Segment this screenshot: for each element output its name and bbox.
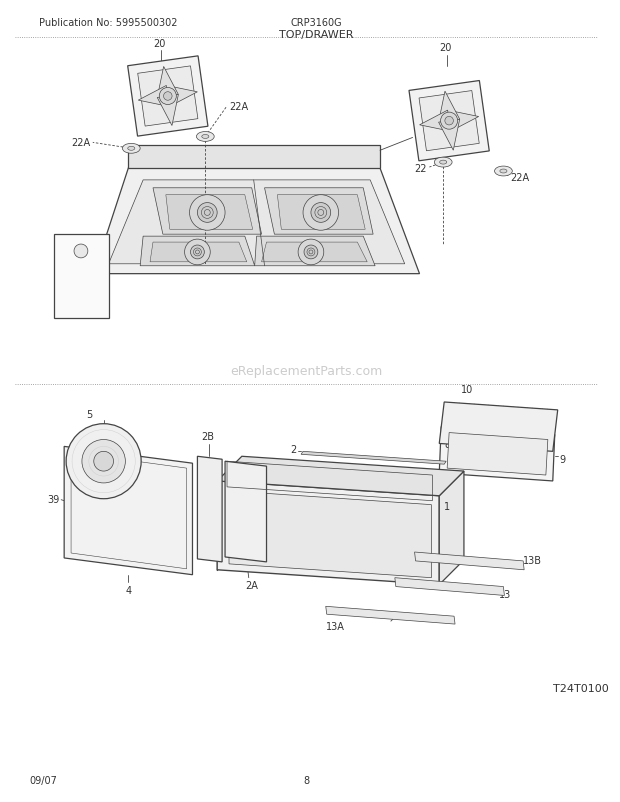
Circle shape	[197, 204, 217, 223]
Ellipse shape	[435, 158, 452, 168]
Text: 88: 88	[64, 240, 76, 249]
Text: 85: 85	[444, 439, 456, 450]
Polygon shape	[128, 146, 380, 169]
Text: 2A: 2A	[246, 580, 258, 590]
Circle shape	[185, 240, 210, 265]
Text: 22A: 22A	[72, 138, 91, 148]
Text: TOP/DRAWER: TOP/DRAWER	[278, 30, 353, 40]
Polygon shape	[447, 433, 548, 476]
Text: 4: 4	[125, 585, 131, 595]
Circle shape	[445, 117, 453, 126]
Text: Publication No: 5995500302: Publication No: 5995500302	[40, 18, 178, 28]
Polygon shape	[326, 606, 455, 624]
Circle shape	[159, 88, 176, 105]
Text: 5: 5	[86, 409, 92, 419]
Polygon shape	[108, 180, 405, 265]
Text: 8: 8	[303, 775, 309, 785]
Text: 20: 20	[439, 43, 451, 52]
Circle shape	[304, 245, 318, 260]
Polygon shape	[138, 67, 198, 127]
Circle shape	[298, 240, 324, 265]
Text: 2B: 2B	[201, 432, 214, 442]
Polygon shape	[128, 57, 208, 137]
Ellipse shape	[495, 167, 512, 176]
Polygon shape	[157, 95, 179, 127]
Polygon shape	[277, 196, 365, 230]
Polygon shape	[265, 188, 373, 235]
Polygon shape	[217, 456, 464, 496]
Ellipse shape	[128, 147, 135, 151]
Text: 22: 22	[414, 164, 427, 174]
Text: 13: 13	[498, 589, 511, 600]
Text: 13A: 13A	[326, 622, 345, 631]
Circle shape	[66, 424, 141, 499]
Polygon shape	[420, 111, 451, 132]
Polygon shape	[197, 456, 222, 562]
Polygon shape	[225, 462, 267, 562]
Ellipse shape	[122, 144, 140, 154]
Circle shape	[190, 245, 205, 260]
Text: 22A: 22A	[229, 102, 248, 111]
Text: 09/07: 09/07	[30, 775, 58, 785]
Text: 9: 9	[560, 455, 566, 464]
Text: 39: 39	[47, 494, 60, 504]
Polygon shape	[439, 472, 464, 585]
Polygon shape	[409, 82, 489, 161]
Polygon shape	[439, 403, 558, 452]
Ellipse shape	[202, 136, 209, 140]
Circle shape	[441, 113, 458, 130]
Text: 22A: 22A	[510, 172, 529, 183]
Text: eReplacementParts.com: eReplacementParts.com	[230, 365, 382, 378]
Polygon shape	[153, 188, 262, 235]
Polygon shape	[140, 237, 255, 266]
Circle shape	[311, 204, 330, 223]
Polygon shape	[217, 481, 439, 585]
Polygon shape	[150, 243, 247, 262]
Polygon shape	[166, 87, 197, 107]
Polygon shape	[438, 120, 459, 151]
Circle shape	[164, 92, 172, 101]
Text: 16: 16	[415, 132, 427, 141]
Text: 20: 20	[153, 38, 166, 49]
Polygon shape	[157, 67, 179, 99]
Polygon shape	[255, 237, 375, 266]
Circle shape	[94, 452, 113, 472]
Polygon shape	[439, 427, 555, 481]
Text: 10: 10	[461, 385, 473, 395]
Polygon shape	[415, 553, 524, 570]
Text: CRP3160G: CRP3160G	[290, 18, 342, 28]
Ellipse shape	[197, 132, 214, 142]
Circle shape	[82, 440, 125, 484]
Ellipse shape	[500, 170, 507, 174]
Text: 1: 1	[444, 501, 450, 511]
Polygon shape	[64, 447, 192, 575]
Polygon shape	[55, 235, 108, 318]
Polygon shape	[138, 87, 169, 107]
Circle shape	[74, 245, 88, 258]
Polygon shape	[419, 91, 479, 152]
Polygon shape	[229, 491, 432, 578]
Polygon shape	[438, 92, 459, 123]
Text: T24T0100: T24T0100	[553, 683, 608, 693]
Circle shape	[190, 196, 225, 231]
Polygon shape	[395, 578, 505, 596]
Text: 13B: 13B	[523, 555, 542, 565]
Text: 2: 2	[290, 445, 296, 455]
Ellipse shape	[440, 161, 447, 165]
Polygon shape	[448, 111, 479, 132]
Polygon shape	[94, 169, 420, 274]
Circle shape	[303, 196, 339, 231]
Polygon shape	[262, 243, 367, 262]
Polygon shape	[301, 452, 446, 464]
Polygon shape	[166, 196, 253, 230]
